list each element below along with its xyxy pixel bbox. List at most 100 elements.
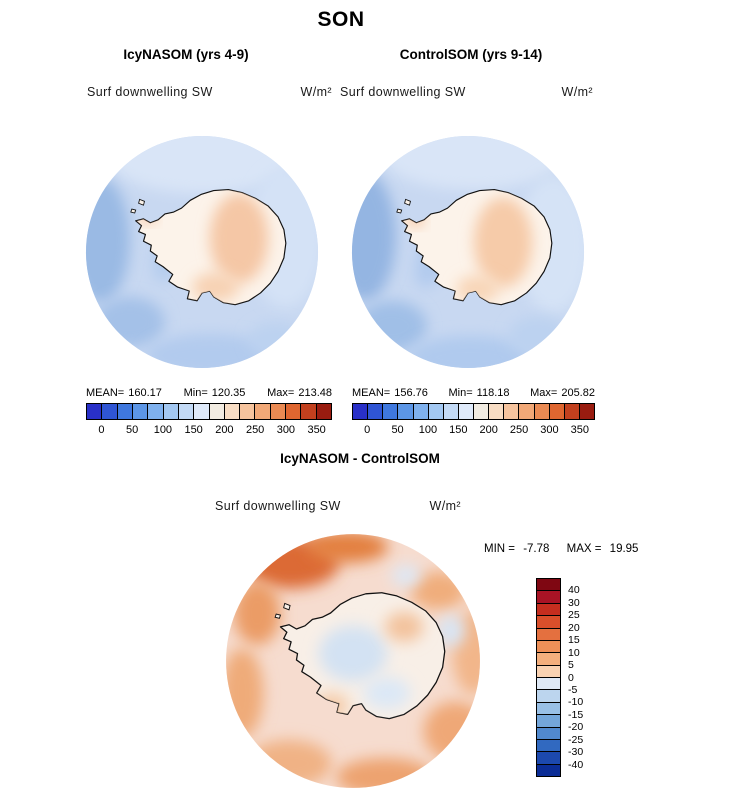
- islands: [274, 602, 291, 619]
- colorbar-tick-label: 200: [215, 424, 234, 436]
- colorbar-ticks-right: 0 50 100 150 200 250 300 350: [352, 424, 595, 437]
- colorbar-cell: [367, 404, 383, 419]
- field-label-row-right: Surf downwelling SW W/m²: [340, 85, 593, 99]
- colorbar-cell: [488, 404, 504, 419]
- stat-mean: MEAN= 160.17: [86, 387, 162, 399]
- colorbar-tick-label: 15: [568, 634, 580, 647]
- colorbar-cell: [537, 701, 560, 715]
- stat-max: Max= 205.82: [530, 387, 595, 399]
- stat-mean: MEAN= 156.76: [352, 387, 428, 399]
- colorbar-cell: [442, 404, 458, 419]
- colorbar-cell: [87, 404, 102, 419]
- colorbar-cell: [285, 404, 301, 419]
- colorbar-tick-label: -25: [568, 733, 584, 746]
- colorbar-cell: [269, 404, 286, 419]
- colorbar-ticks-left: 0 50 100 150 200 250 300 350: [86, 424, 332, 437]
- colorbar-cell: [537, 714, 560, 727]
- colorbar-cell: [147, 404, 163, 419]
- colorbar-tick-label: -15: [568, 708, 584, 721]
- colorbar-cell: [578, 404, 594, 419]
- colorbar-cell: [537, 579, 560, 591]
- stats-row-left: MEAN= 160.17 Min= 120.35 Max= 213.48: [86, 387, 332, 399]
- colorbar-cell: [563, 404, 579, 419]
- colorbar-tick-label: 300: [276, 424, 296, 436]
- field-label-diff: Surf downwelling SW: [215, 499, 341, 513]
- stat-min: Min= 118.18: [448, 387, 510, 399]
- colorbar-cell: [208, 404, 224, 419]
- colorbar-cell: [537, 639, 560, 653]
- colorbar-tick-label: -30: [568, 746, 584, 759]
- colorbar-cell: [353, 404, 368, 419]
- colorbar-tick-label: 0: [364, 424, 371, 436]
- colorbar-right: [352, 403, 595, 420]
- colorbar-tick-label: 350: [307, 424, 326, 436]
- islands: [130, 198, 145, 214]
- diff-min-label: MIN =: [484, 543, 515, 555]
- panel-title-controlsom: ControlSOM (yrs 9-14): [399, 47, 543, 62]
- colorbar-tick-label: 5: [568, 659, 574, 672]
- colorbar-cell: [101, 404, 117, 419]
- colorbar-tick-label: 200: [479, 424, 498, 436]
- colorbar-cell: [193, 404, 209, 419]
- units-label-right: W/m²: [561, 85, 593, 99]
- colorbar-cell: [397, 404, 413, 419]
- colorbar-tick-label: 30: [568, 596, 580, 609]
- colorbar-tick-label: 40: [568, 584, 580, 597]
- field-label-row-left: Surf downwelling SW W/m²: [87, 85, 332, 99]
- colorbar-tick-label: -5: [568, 683, 578, 696]
- colorbar-left: [86, 403, 332, 420]
- stats-row-right: MEAN= 156.76 Min= 118.18 Max= 205.82: [352, 387, 595, 399]
- map-panel-controlsom: [351, 135, 585, 369]
- colorbar-cell: [223, 404, 240, 419]
- colorbar-cell: [537, 726, 560, 739]
- colorbar-cell: [131, 404, 148, 419]
- colorbar-tick-label: 250: [245, 424, 265, 436]
- colorbar-tick-label: -40: [568, 758, 584, 771]
- colorbar-cell: [503, 404, 519, 419]
- colorbar-cell: [537, 652, 560, 665]
- colorbar-tick-label: 0: [98, 424, 105, 436]
- diff-max-label: MAX =: [566, 543, 602, 555]
- colorbar-cell: [315, 404, 331, 419]
- colorbar-cell: [537, 738, 560, 752]
- colorbar-tick-label: -10: [568, 696, 584, 709]
- diff-stats-row: MIN = -7.78 MAX = 19.95: [484, 543, 638, 555]
- colorbar-cell: [382, 404, 398, 419]
- colorbar-cell: [518, 404, 534, 419]
- colorbar-tick-label: 150: [184, 424, 203, 436]
- colorbar-tick-label: 0: [568, 671, 574, 684]
- panel-title-icynasom: IcyNASOM (yrs 4-9): [123, 47, 249, 62]
- colorbar-cell: [537, 615, 560, 628]
- colorbar-ticks-diff: 40 30 25 20 15 10 5 0 -5 -10 -15 -20 -25 -30 -40: [568, 578, 602, 777]
- stat-max: Max= 213.48: [267, 387, 332, 399]
- colorbar-cell: [239, 404, 255, 419]
- colorbar-tick-label: 100: [153, 424, 173, 436]
- colorbar-cell: [427, 404, 443, 419]
- colorbar-diff: [536, 578, 561, 777]
- colorbar-cell: [537, 763, 560, 776]
- colorbar-cell: [537, 590, 560, 603]
- islands: [396, 198, 411, 214]
- field-label-right: Surf downwelling SW: [340, 85, 466, 99]
- colorbar-tick-label: 50: [126, 424, 139, 436]
- units-label-left: W/m²: [300, 85, 332, 99]
- colorbar-tick-label: -20: [568, 721, 584, 734]
- colorbar-cell: [162, 404, 178, 419]
- colorbar-cell: [537, 664, 560, 677]
- diff-panel-title: IcyNASOM - ControlSOM: [280, 451, 440, 466]
- colorbar-cell: [533, 404, 549, 419]
- colorbar-cell: [473, 404, 489, 419]
- colorbar-tick-label: 150: [449, 424, 468, 436]
- colorbar-tick-label: 50: [391, 424, 404, 436]
- colorbar-cell: [537, 689, 560, 702]
- diff-min-value: -7.78: [523, 543, 550, 555]
- colorbar-cell: [254, 404, 270, 419]
- units-label-diff: W/m²: [429, 499, 461, 513]
- colorbar-tick-label: 350: [570, 424, 589, 436]
- field-label-left: Surf downwelling SW: [87, 85, 213, 99]
- colorbar-cell: [177, 404, 194, 419]
- colorbar-cell: [537, 751, 560, 764]
- colorbar-cell: [537, 677, 560, 690]
- colorbar-tick-label: 25: [568, 609, 580, 622]
